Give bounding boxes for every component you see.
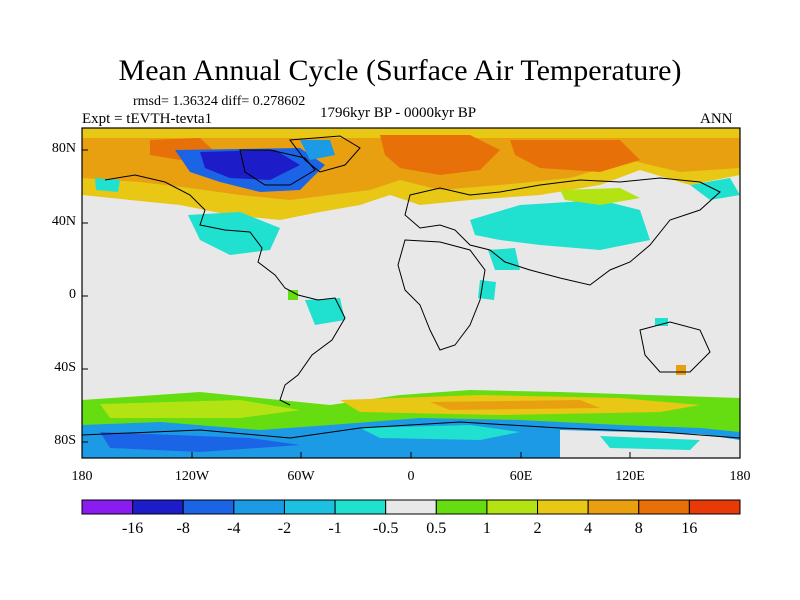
axis-ticks: [81, 149, 741, 458]
colorbar-box: [283, 499, 336, 515]
colorbar-box: [587, 499, 640, 515]
lon-tick: 0: [407, 469, 415, 484]
lon-tick: 180: [729, 469, 751, 484]
coastlines: [82, 135, 740, 439]
lon-tick: 60W: [287, 469, 315, 484]
colorbar-label: -1: [328, 520, 342, 537]
colorbar-label: 16: [681, 520, 698, 537]
colorbar-box: [486, 499, 539, 515]
colorbar-label: 8: [634, 520, 643, 537]
colorbar-box: [81, 499, 134, 515]
rmsd-diff-stats: rmsd= 1.36324 diff= 0.278602: [133, 94, 306, 109]
colorbar: [81, 499, 741, 515]
colorbar-label: 1: [482, 520, 491, 537]
lon-tick: 60E: [509, 469, 533, 484]
colorbar-label: -0.5: [373, 520, 399, 537]
colorbar-label: 2: [533, 520, 542, 537]
period-label: 1796kyr BP - 0000kyr BP: [320, 105, 477, 121]
experiment-label: Expt = tEVTH-tevta1: [82, 111, 213, 127]
lat-tick: 80N: [51, 141, 76, 156]
colorbar-box: [688, 499, 741, 515]
map-title: Mean Annual Cycle (Surface Air Temperatu…: [118, 54, 682, 87]
lat-tick: 80S: [54, 433, 76, 448]
colorbar-box: [537, 499, 589, 515]
lon-tick: 180: [71, 469, 93, 484]
colorbar-box: [334, 499, 387, 515]
colorbar-box: [638, 499, 690, 515]
colorbar-label: -16: [121, 520, 144, 537]
anomaly-field: [82, 128, 740, 458]
colorbar-label: -4: [227, 520, 241, 537]
lon-tick: 120E: [615, 469, 645, 484]
colorbar-label: 0.5: [426, 520, 447, 537]
colorbar-box: [385, 499, 437, 515]
colorbar-label: -2: [277, 520, 292, 537]
season-label: ANN: [700, 111, 733, 127]
colorbar-label: -8: [176, 520, 190, 537]
lon-tick: 120W: [174, 469, 210, 484]
colorbar-box: [132, 499, 184, 515]
lat-tick: 40N: [51, 214, 76, 229]
lat-tick: 0: [69, 287, 76, 302]
lat-tick: 40S: [54, 360, 76, 375]
colorbar-box: [182, 499, 235, 515]
colorbar-box: [233, 499, 285, 515]
colorbar-box: [435, 499, 488, 515]
colorbar-label: 4: [584, 520, 593, 537]
